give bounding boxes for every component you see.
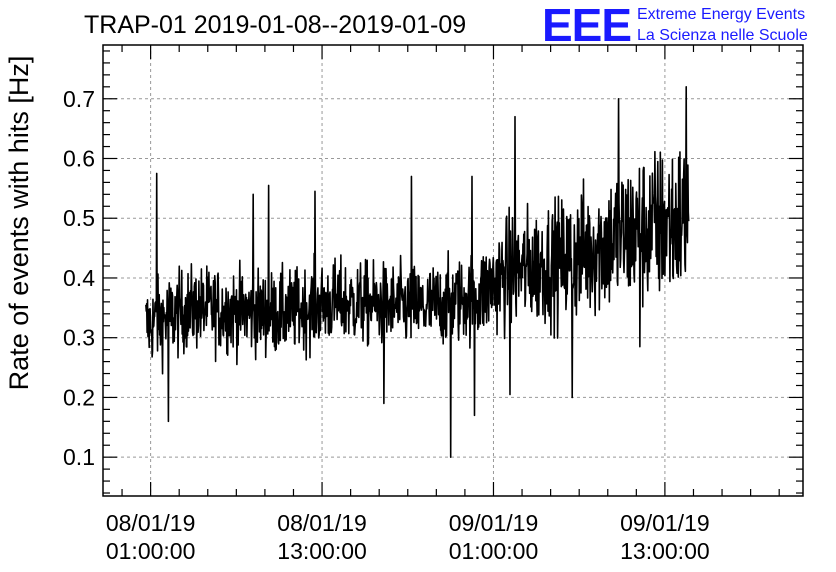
grid-lines [103, 45, 803, 496]
y-axis-label: Rate of events with hits [Hz] [4, 56, 34, 391]
logo-line-2: La Scienza nelle Scuole [637, 27, 808, 44]
logo-mark: EEE [542, 0, 631, 51]
plot-frame [102, 44, 804, 497]
x-tick-label-time: 01:00:00 [449, 538, 539, 564]
y-tick-label: 0.1 [63, 444, 95, 470]
x-tick-label-time: 13:00:00 [277, 538, 367, 564]
tick-labels: 0.10.20.30.40.50.60.708/01/1901:00:0008/… [63, 86, 710, 564]
y-tick-label: 0.3 [63, 325, 95, 351]
y-tick-label: 0.2 [63, 384, 95, 410]
y-tick-label: 0.4 [63, 265, 95, 291]
logo-line-1: Extreme Energy Events [637, 6, 805, 23]
axis-ticks [103, 45, 803, 496]
rate-series-line [145, 86, 690, 458]
x-tick-label-time: 01:00:00 [106, 538, 196, 564]
x-tick-label-time: 13:00:00 [620, 538, 710, 564]
x-tick-label-date: 09/01/19 [620, 510, 710, 536]
x-tick-label-date: 08/01/19 [277, 510, 367, 536]
x-tick-label-date: 08/01/19 [106, 510, 196, 536]
y-tick-label: 0.6 [63, 145, 95, 171]
chart-title: TRAP-01 2019-01-08--2019-01-09 [84, 11, 466, 39]
x-tick-label-date: 09/01/19 [449, 510, 539, 536]
eee-logo: EEE Extreme Energy Events La Scienza nel… [542, 0, 808, 51]
y-tick-label: 0.7 [63, 86, 95, 112]
y-tick-label: 0.5 [63, 205, 95, 231]
series-layer [145, 86, 690, 458]
